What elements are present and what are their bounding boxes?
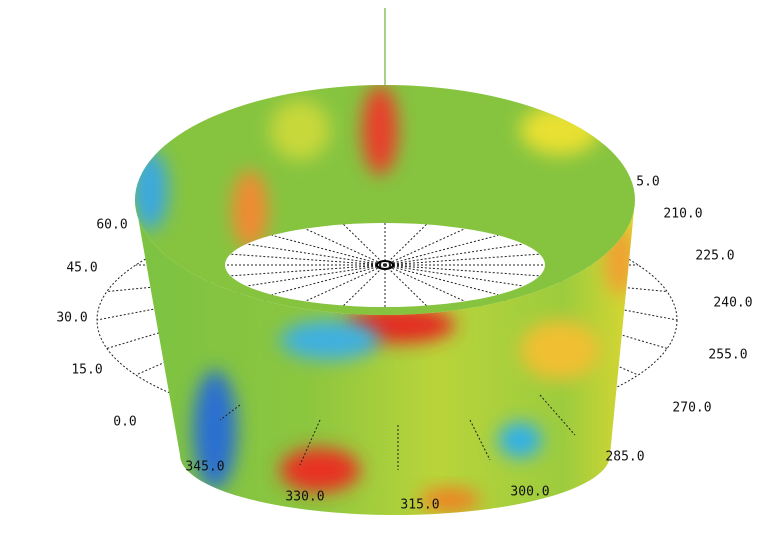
angle-label: 345.0 [185, 460, 224, 475]
angle-label: 330.0 [285, 490, 324, 505]
angle-label: 270.0 [672, 401, 711, 416]
center-mark [376, 260, 394, 270]
angle-label: 15.0 [71, 363, 102, 378]
spoke [384, 264, 427, 306]
spoke [343, 264, 386, 306]
spoke [384, 234, 499, 266]
spoke [246, 243, 386, 266]
angle-label: 255.0 [708, 348, 747, 363]
spoke [384, 243, 524, 266]
angle-label: 5.0 [636, 175, 659, 190]
hole-grid [225, 223, 545, 307]
angle-label: 0.0 [113, 415, 136, 430]
spoke [384, 264, 466, 302]
angle-label: 210.0 [663, 207, 702, 222]
spoke [246, 264, 386, 287]
spoke [384, 224, 427, 266]
tick [299, 419, 321, 466]
spoke [384, 264, 524, 287]
spoke [271, 264, 386, 296]
angle-label: 285.0 [605, 450, 644, 465]
spoke [230, 264, 386, 277]
tick [469, 419, 491, 461]
spoke [384, 253, 540, 266]
angle-label: 60.0 [96, 218, 127, 233]
spoke [384, 228, 466, 266]
angle-label: 45.0 [66, 261, 97, 276]
angle-label: 30.0 [56, 311, 87, 326]
spoke [304, 264, 386, 302]
tick [539, 394, 576, 436]
angle-label: 300.0 [510, 485, 549, 500]
spoke [343, 224, 386, 266]
spoke [230, 253, 386, 266]
spoke [384, 264, 499, 296]
spoke [271, 234, 386, 266]
spoke [304, 228, 386, 266]
tick [219, 404, 241, 421]
angle-label: 240.0 [713, 296, 752, 311]
angle-label: 315.0 [400, 498, 439, 513]
spoke [384, 264, 540, 277]
front-ticks [219, 394, 576, 470]
angle-label: 225.0 [695, 249, 734, 264]
